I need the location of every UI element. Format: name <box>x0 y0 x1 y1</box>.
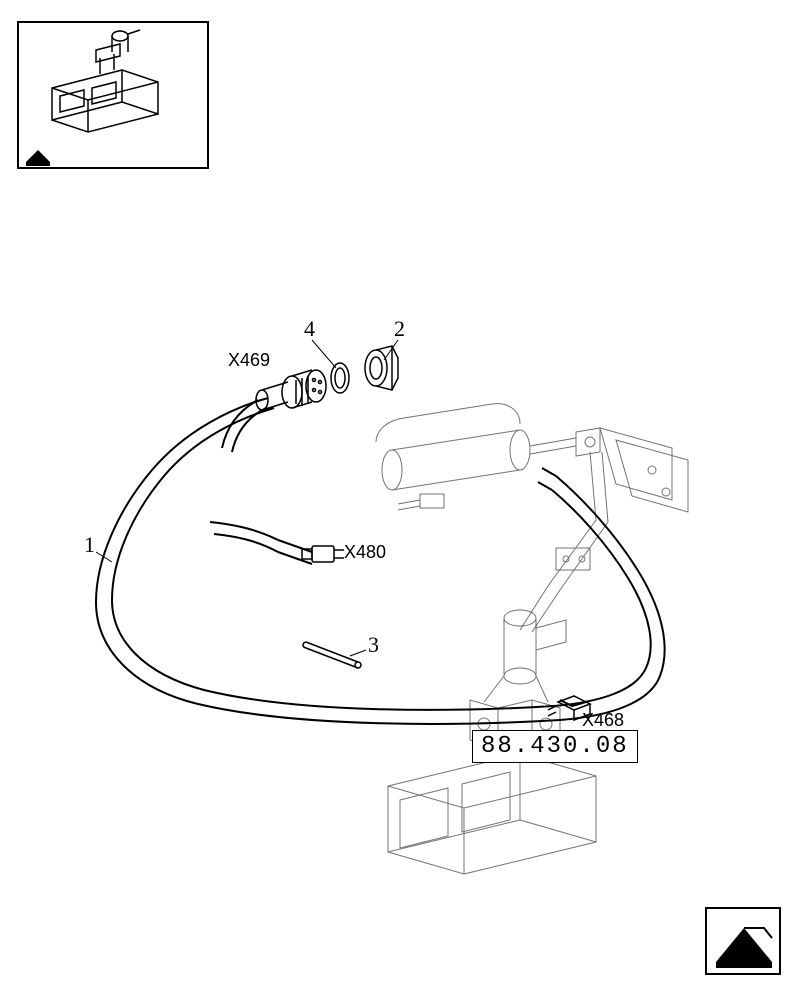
callout-1: 1 <box>84 532 95 558</box>
label-x468: X468 <box>582 710 624 731</box>
label-x469: X469 <box>228 350 270 371</box>
hex-nut <box>365 346 398 390</box>
inset-thumbnail <box>18 22 208 168</box>
callout-4: 4 <box>304 316 315 342</box>
connector-x469 <box>256 370 326 410</box>
reference-number: 88.430.08 <box>472 730 638 763</box>
callout-3: 3 <box>368 632 379 658</box>
callout-2: 2 <box>394 316 405 342</box>
washer <box>331 363 349 393</box>
parts-diagram <box>0 0 804 1000</box>
home-icon <box>706 908 780 974</box>
label-x480: X480 <box>344 542 386 563</box>
arm-assembly <box>376 404 688 632</box>
home-icon-small <box>26 150 50 166</box>
connector-x480 <box>302 546 344 562</box>
